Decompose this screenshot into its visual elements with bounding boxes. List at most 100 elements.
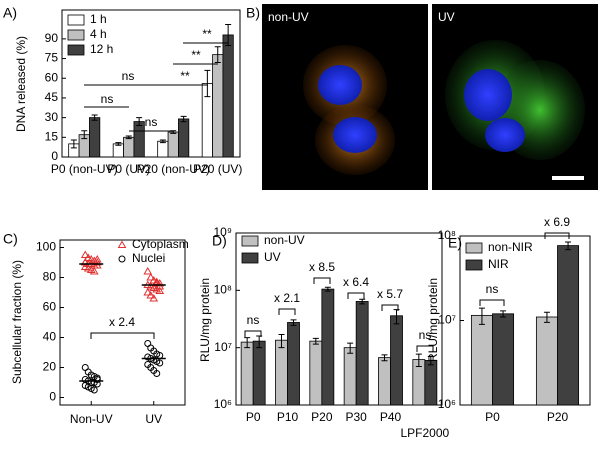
plot-frame xyxy=(235,232,443,406)
error-bar xyxy=(214,46,221,63)
nucleus xyxy=(333,117,377,153)
chart-panel: C) Subcellular fraction (%) 0 20 40 60 80 100 No… xyxy=(3,231,189,426)
point xyxy=(155,286,165,294)
legend-label: NIR xyxy=(488,257,509,271)
bar xyxy=(123,136,135,158)
point xyxy=(92,261,102,269)
point xyxy=(93,376,101,383)
error-bar xyxy=(70,139,77,149)
point xyxy=(80,258,90,266)
legend-label: 1 h xyxy=(90,12,107,26)
x-tick-label: P20 (UV) xyxy=(193,162,242,176)
error-bar xyxy=(312,337,319,345)
legend-marker xyxy=(117,240,127,248)
annotation: x 6.9 xyxy=(544,215,570,229)
error-bar xyxy=(180,115,187,123)
bar xyxy=(321,288,335,406)
point xyxy=(155,282,165,290)
bar xyxy=(167,131,179,158)
bracket xyxy=(244,330,262,337)
nucleus xyxy=(318,65,362,105)
point xyxy=(143,267,153,275)
legend-swatch xyxy=(465,259,483,271)
legend-label: non-NIR xyxy=(488,240,533,254)
bracket xyxy=(416,345,434,352)
point xyxy=(152,279,162,287)
error-bar xyxy=(500,310,507,318)
bracket xyxy=(544,232,570,239)
error-bar xyxy=(347,342,354,354)
annotation: x 2.4 xyxy=(109,315,135,329)
bracket xyxy=(313,277,331,284)
image-panel: B) non-UV UV xyxy=(246,4,598,190)
x-tick-label: P10 xyxy=(277,410,299,424)
bracket xyxy=(479,299,505,306)
x-tick-label: P0 (non-UV) xyxy=(51,162,118,176)
error-bar xyxy=(115,142,122,146)
bracket xyxy=(381,304,399,311)
y-tick-label: 80 xyxy=(43,270,57,284)
annotation: ns xyxy=(122,69,135,83)
error-bar xyxy=(565,241,572,251)
bar xyxy=(252,340,266,406)
y-tick-label: 75 xyxy=(45,51,59,65)
plot-frame xyxy=(59,239,186,406)
error-bar xyxy=(278,333,285,349)
y-tick-label: 60 xyxy=(45,70,59,84)
image-label: UV xyxy=(438,10,455,24)
point xyxy=(156,359,164,367)
annotation: x 2.1 xyxy=(274,291,300,305)
legend-swatch xyxy=(465,242,483,254)
y-tick-label: 10⁹ xyxy=(214,225,233,239)
legend-swatch xyxy=(67,14,85,26)
bar xyxy=(355,301,369,406)
chart-panel: E) RLU/mg protein 10⁶ 10⁷ 10⁸ P0 P20 non-NIR NIR… xyxy=(426,215,591,424)
x-tick-label: P20 (non-UV) xyxy=(137,162,210,176)
bar xyxy=(424,359,438,406)
legend-label: 12 h xyxy=(90,42,113,56)
error-bar xyxy=(478,307,485,325)
panel-label: E) xyxy=(448,235,462,251)
nucleus xyxy=(464,69,512,121)
bar xyxy=(133,121,145,158)
legend-label: Nuclei xyxy=(132,251,165,265)
point xyxy=(92,255,102,263)
legend-marker xyxy=(118,255,126,263)
x-tick-label: LPF2000 xyxy=(400,426,449,440)
y-axis-title: DNA released (%) xyxy=(14,36,28,132)
bar xyxy=(390,315,403,406)
y-tick-label: 10⁸ xyxy=(214,283,232,297)
legend-label: Cytoplasm xyxy=(132,237,189,251)
y-axis-title: RLU/mg protein xyxy=(426,278,440,362)
bar xyxy=(343,347,357,406)
chart-panel: A) DNA released (%) 0 15 30 45 60 75 90 P0 (non-U… xyxy=(3,5,242,176)
bar xyxy=(157,140,169,158)
error-bar xyxy=(381,354,388,362)
bracket xyxy=(278,308,296,315)
bar xyxy=(287,322,300,406)
y-tick-label: 0 xyxy=(51,149,58,163)
panel-label: B) xyxy=(246,5,260,21)
y-tick-label: 10⁶ xyxy=(214,397,232,411)
error-bar xyxy=(324,286,331,292)
point xyxy=(153,370,161,377)
annotation: ** xyxy=(180,69,190,83)
annotation: ns xyxy=(486,282,499,296)
error-bar xyxy=(244,337,251,349)
annotation: ns xyxy=(247,313,260,327)
plot-frame xyxy=(61,9,241,158)
y-tick-label: 15 xyxy=(45,129,59,143)
bar xyxy=(378,357,391,406)
legend-label: 4 h xyxy=(90,27,107,41)
annotation: x 5.7 xyxy=(377,287,403,301)
point xyxy=(89,267,99,275)
error-bar xyxy=(427,356,434,366)
legend-swatch xyxy=(67,44,85,56)
panel-label: A) xyxy=(3,5,17,21)
bar xyxy=(492,313,515,406)
legend-swatch xyxy=(67,29,85,41)
x-tick-label: UV xyxy=(145,412,162,426)
chart-panel: D) RLU/mg protein 10⁶ 10⁷ 10⁸ 10⁹ P0 P10 P20 P30 P… xyxy=(198,225,449,440)
error-bar xyxy=(81,130,88,140)
